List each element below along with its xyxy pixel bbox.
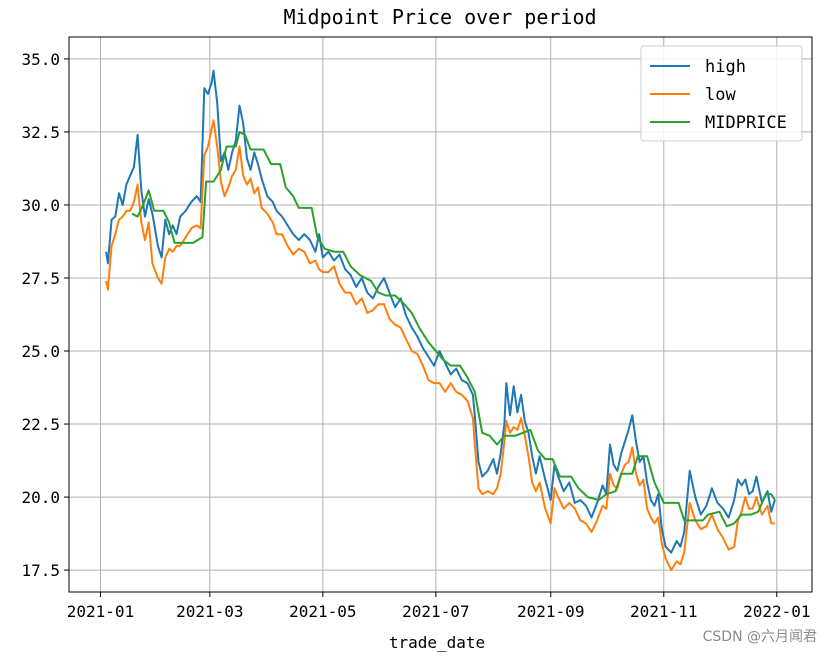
x-tick-label: 2021-01 (67, 602, 134, 621)
y-tick-label: 17.5 (21, 561, 60, 580)
x-tick-label: 2021-07 (402, 602, 469, 621)
watermark: CSDN @六月闻君 (702, 629, 817, 645)
plot-frame (68, 36, 813, 593)
legend-label-low: low (705, 85, 736, 105)
x-axis-label: trade_date (389, 633, 485, 652)
x-tick-label: 2021-09 (517, 602, 584, 621)
chart-title: Midpoint Price over period (283, 5, 596, 29)
x-axis: 2021-01 2021-03 2021-05 2021-07 2021-09 2021-… (67, 592, 811, 621)
y-tick-label: 20.0 (21, 488, 60, 507)
x-tick-label: 2021-05 (289, 602, 356, 621)
y-tick-label: 35.0 (21, 50, 60, 69)
legend-label-high: high (705, 57, 746, 77)
y-tick-label: 27.5 (21, 269, 60, 288)
x-tick-label: 2021-03 (176, 602, 243, 621)
legend-label-midprice: MIDPRICE (705, 113, 787, 133)
series-line-low (105, 119, 775, 572)
series-line-midprice (131, 130, 776, 528)
y-tick-label: 32.5 (21, 123, 60, 142)
y-axis: 17.5 20.0 22.5 25.0 27.5 30.0 32.5 35.0 (21, 50, 69, 580)
series-line-high (105, 69, 776, 554)
legend-box (640, 45, 803, 142)
x-tick-label: 2021-11 (630, 602, 697, 621)
series-layer (105, 69, 776, 572)
y-tick-label: 25.0 (21, 342, 60, 361)
y-tick-label: 30.0 (21, 196, 60, 215)
legend: high low MIDPRICE (640, 45, 803, 142)
x-tick-label: 2022-01 (743, 602, 810, 621)
y-tick-label: 22.5 (21, 415, 60, 434)
